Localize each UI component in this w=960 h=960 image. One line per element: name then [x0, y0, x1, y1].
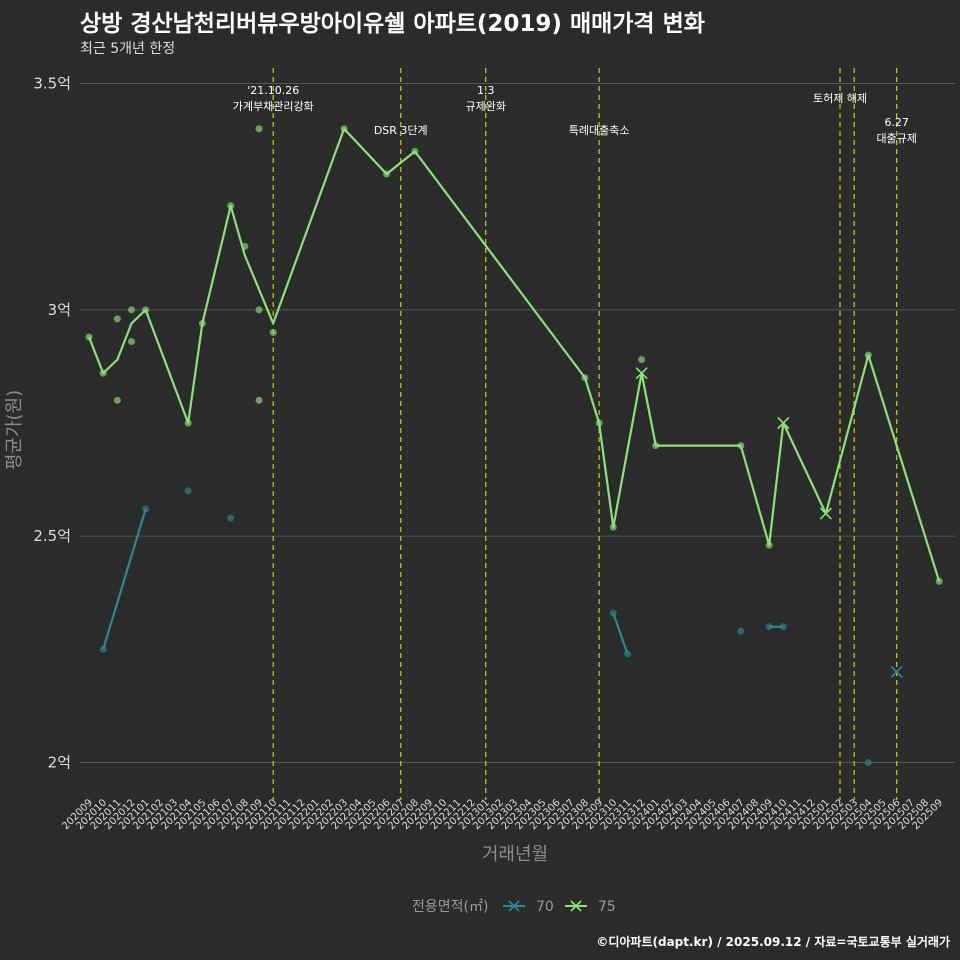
data-point-75	[737, 442, 745, 450]
data-point-75	[935, 577, 943, 585]
series-line-75	[87, 127, 941, 582]
event-label: DSR 3단계	[374, 124, 428, 137]
data-point-70	[142, 505, 150, 513]
event-label: '21.10.26	[247, 84, 299, 97]
data-point-75	[85, 333, 93, 341]
data-point-75	[864, 351, 872, 359]
series-line-70	[102, 508, 147, 650]
x-marker-75	[777, 416, 790, 430]
legend-title: 전용면적(㎡)	[412, 899, 488, 915]
data-point-70	[184, 487, 192, 495]
series-layer	[85, 125, 943, 766]
y-axis-title: 평균가(원)	[4, 390, 25, 470]
event-label: 가계부채관리강화	[233, 100, 314, 113]
data-point-75	[198, 319, 206, 327]
event-label: 규제완화	[466, 100, 506, 113]
grid-lines	[80, 83, 955, 763]
event-label: 대출규제	[876, 132, 916, 145]
data-point-75	[581, 374, 589, 382]
data-point-75	[255, 125, 263, 133]
chart-title: 상방 경산남천리버뷰우방아이유쉘 아파트(2019) 매매가격 변화	[80, 11, 705, 37]
x-marker-70	[890, 665, 903, 679]
data-point-75	[652, 442, 660, 450]
data-point-70	[623, 650, 631, 658]
x-axis-title: 거래년월	[482, 844, 548, 865]
data-point-75	[609, 523, 617, 531]
source-caption: ©디아파트(dapt.kr) / 2025.09.12 / 자료=국토교통부 실…	[596, 935, 950, 949]
legend-item-75: 75	[565, 899, 616, 915]
data-point-70	[779, 623, 787, 631]
y-tick-labels: 2억 2.5억 3억 3.5억	[33, 75, 71, 772]
data-point-70	[227, 514, 235, 522]
y-tick-label: 2억	[48, 754, 71, 772]
data-point-75	[269, 328, 277, 336]
data-point-75	[595, 419, 603, 427]
event-label: 특례대출축소	[569, 124, 630, 137]
legend-label: 75	[598, 899, 616, 915]
data-point-75	[99, 369, 107, 377]
data-point-75	[113, 396, 121, 404]
y-tick-label: 3.5억	[33, 75, 71, 93]
y-tick-label: 3억	[48, 301, 71, 319]
data-point-75	[765, 541, 773, 549]
data-point-75	[255, 396, 263, 404]
data-point-75	[142, 306, 150, 314]
y-tick-label: 2.5억	[33, 527, 71, 545]
data-point-75	[255, 306, 263, 314]
data-point-75	[383, 170, 391, 178]
legend-item-70: 70	[503, 899, 554, 915]
data-point-70	[864, 759, 872, 766]
x-marker-75	[819, 507, 832, 520]
data-point-75	[227, 202, 235, 210]
legend-swatch-marker	[570, 900, 582, 912]
data-point-70	[737, 627, 745, 635]
chart-subtitle: 최근 5개년 한정	[80, 41, 176, 57]
data-point-75	[638, 356, 646, 364]
data-point-70	[99, 645, 107, 653]
data-point-70	[765, 623, 773, 631]
x-marker-75	[635, 367, 648, 380]
data-point-75	[241, 242, 249, 250]
legend-label: 70	[536, 899, 554, 915]
data-point-75	[128, 306, 136, 314]
event-label: 토허제 해제	[813, 91, 867, 105]
legend-swatch-marker	[508, 900, 520, 912]
data-point-75	[184, 419, 192, 427]
series-line-70	[612, 612, 629, 655]
event-label: 1.3	[477, 84, 495, 97]
legend: 전용면적(㎡) 70 75	[412, 899, 616, 915]
event-label: 6.27	[884, 116, 909, 129]
x-tick-labels: 2020092020102020112020122021012021022021…	[60, 797, 945, 832]
data-point-75	[411, 147, 419, 155]
data-point-75	[113, 315, 121, 323]
data-point-70	[609, 609, 617, 617]
data-point-75	[128, 338, 136, 346]
data-point-75	[340, 125, 348, 133]
